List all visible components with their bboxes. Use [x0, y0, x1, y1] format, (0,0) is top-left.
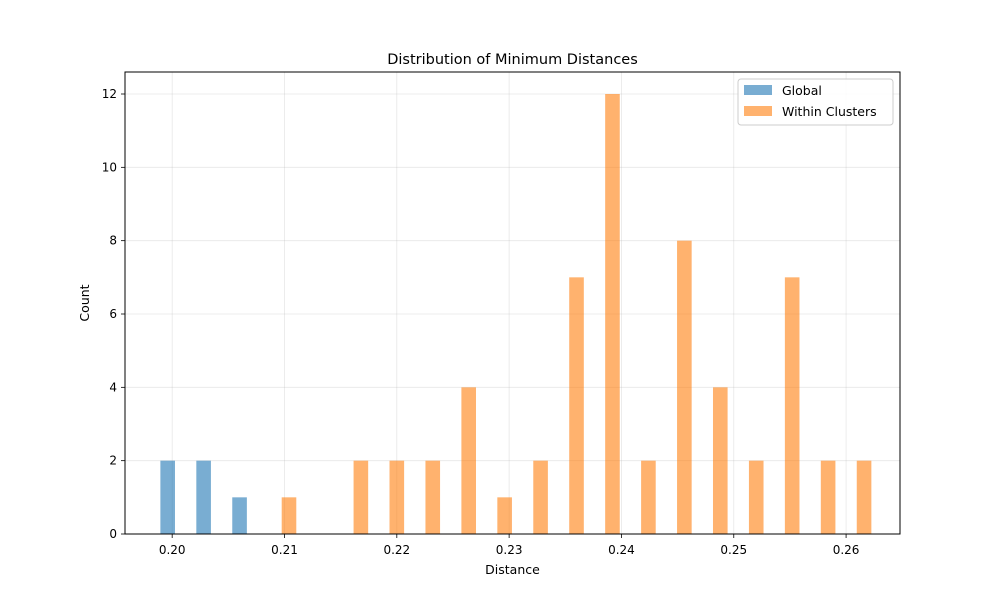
bar-within-clusters	[605, 94, 620, 534]
bar-within-clusters	[677, 240, 692, 534]
legend-box	[737, 78, 894, 126]
chart-title: Distribution of Minimum Distances	[387, 52, 638, 68]
y-tick-label: 2	[109, 454, 117, 468]
x-axis-label: Distance	[485, 562, 540, 577]
x-axis-ticks: 0.20 0.21 0.22 0.23 0.24 0.25 0.26	[159, 534, 860, 557]
bar-within-clusters	[569, 277, 584, 534]
bars	[160, 94, 872, 534]
legend: Global Within Clusters	[737, 78, 894, 126]
bar-within-clusters	[497, 497, 512, 534]
y-tick-label: 8	[109, 234, 117, 248]
y-tick-label: 12	[102, 87, 117, 101]
x-tick-label: 0.24	[608, 543, 635, 557]
legend-label-global: Global	[782, 83, 822, 98]
x-tick-label: 0.20	[159, 543, 186, 557]
bar-within-clusters	[281, 497, 297, 534]
bar-within-clusters	[856, 460, 872, 534]
x-tick-label: 0.21	[271, 543, 298, 557]
legend-swatch-within-clusters	[744, 106, 772, 116]
legend-label-within-clusters: Within Clusters	[782, 104, 877, 119]
x-tick-label: 0.25	[720, 543, 747, 557]
y-tick-label: 6	[109, 307, 117, 321]
x-tick-label: 0.22	[383, 543, 410, 557]
plot-frame	[124, 71, 901, 535]
y-tick-label: 10	[102, 160, 117, 174]
bar-within-clusters	[641, 460, 656, 534]
y-tick-label: 4	[109, 380, 117, 394]
bar-within-clusters	[748, 460, 764, 534]
bar-global	[196, 460, 211, 534]
bar-global	[160, 460, 175, 534]
y-axis-label: Count	[77, 284, 92, 321]
bar-within-clusters	[784, 277, 800, 534]
legend-swatch-global	[744, 85, 772, 95]
bar-within-clusters	[425, 460, 441, 534]
bar-within-clusters	[820, 460, 836, 534]
bar-within-clusters	[533, 460, 548, 534]
bar-within-clusters	[353, 460, 369, 534]
x-tick-label: 0.23	[496, 543, 523, 557]
y-tick-label: 0	[109, 527, 117, 541]
bar-within-clusters	[389, 460, 405, 534]
grid-lines	[125, 72, 900, 535]
bar-within-clusters	[712, 387, 728, 534]
y-axis-ticks: 0 2 4 6 8 10 12	[102, 87, 125, 541]
x-tick-label: 0.26	[833, 543, 860, 557]
bar-global	[232, 497, 247, 534]
bar-within-clusters	[461, 387, 476, 534]
